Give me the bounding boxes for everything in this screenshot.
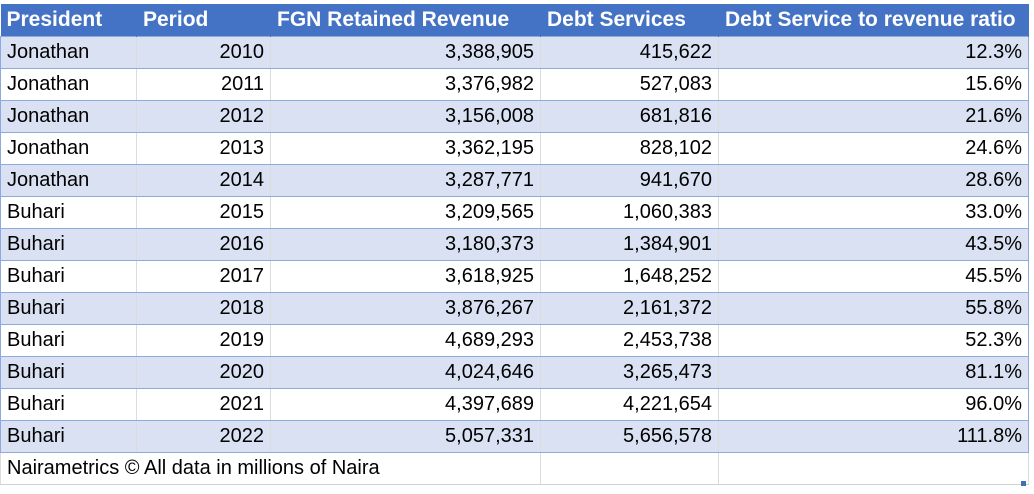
cell-revenue[interactable]: 3,376,982 <box>270 68 541 101</box>
table-row: Buhari 2018 3,876,267 2,161,372 55.8% <box>0 292 1029 325</box>
cell-revenue[interactable]: 3,618,925 <box>270 260 541 293</box>
cell-ratio[interactable]: 96.0% <box>718 388 1029 421</box>
cell-president[interactable]: Jonathan <box>0 132 137 165</box>
header-fgn-retained-revenue[interactable]: FGN Retained Revenue <box>270 4 541 37</box>
cell-president[interactable]: Buhari <box>0 260 137 293</box>
cell-debt-services[interactable]: 1,648,252 <box>540 260 719 293</box>
table-row: Buhari 2015 3,209,565 1,060,383 33.0% <box>0 196 1029 229</box>
cell-ratio[interactable]: 21.6% <box>718 100 1029 133</box>
cell-president[interactable]: Buhari <box>0 356 137 389</box>
table-row: Jonathan 2014 3,287,771 941,670 28.6% <box>0 164 1029 197</box>
cell-ratio[interactable]: 12.3% <box>718 36 1029 69</box>
header-debt-services[interactable]: Debt Services <box>540 4 719 37</box>
footer-row: Nairametrics © All data in millions of N… <box>0 452 1029 485</box>
header-row: President Period FGN Retained Revenue De… <box>0 4 1029 37</box>
cell-president[interactable]: Buhari <box>0 420 137 453</box>
cell-debt-services[interactable]: 828,102 <box>540 132 719 165</box>
table-row: Buhari 2022 5,057,331 5,656,578 111.8% <box>0 420 1029 453</box>
cell-president[interactable]: Buhari <box>0 196 137 229</box>
cell-revenue[interactable]: 3,876,267 <box>270 292 541 325</box>
table-row: Jonathan 2011 3,376,982 527,083 15.6% <box>0 68 1029 101</box>
cell-debt-services[interactable]: 941,670 <box>540 164 719 197</box>
cell-president[interactable]: Buhari <box>0 292 137 325</box>
empty-cell[interactable] <box>718 452 1029 485</box>
cell-debt-services[interactable]: 2,161,372 <box>540 292 719 325</box>
table-row: Buhari 2017 3,618,925 1,648,252 45.5% <box>0 260 1029 293</box>
cell-debt-services[interactable]: 415,622 <box>540 36 719 69</box>
cell-ratio[interactable]: 45.5% <box>718 260 1029 293</box>
cell-president[interactable]: Jonathan <box>0 100 137 133</box>
cell-president[interactable]: Buhari <box>0 228 137 261</box>
header-debt-service-ratio[interactable]: Debt Service to revenue ratio <box>718 4 1029 37</box>
cell-debt-services[interactable]: 2,453,738 <box>540 324 719 357</box>
header-period[interactable]: Period <box>136 4 271 37</box>
cell-period[interactable]: 2019 <box>136 324 271 357</box>
cell-president[interactable]: Buhari <box>0 324 137 357</box>
cell-period[interactable]: 2013 <box>136 132 271 165</box>
cell-period[interactable]: 2012 <box>136 100 271 133</box>
table-row: Jonathan 2013 3,362,195 828,102 24.6% <box>0 132 1029 165</box>
cell-ratio[interactable]: 28.6% <box>718 164 1029 197</box>
cell-debt-services[interactable]: 4,221,654 <box>540 388 719 421</box>
header-president[interactable]: President <box>0 4 137 37</box>
cell-revenue[interactable]: 5,057,331 <box>270 420 541 453</box>
cell-period[interactable]: 2011 <box>136 68 271 101</box>
cell-revenue[interactable]: 4,024,646 <box>270 356 541 389</box>
cell-debt-services[interactable]: 1,060,383 <box>540 196 719 229</box>
table-row: Buhari 2021 4,397,689 4,221,654 96.0% <box>0 388 1029 421</box>
cell-debt-services[interactable]: 527,083 <box>540 68 719 101</box>
cell-ratio[interactable]: 15.6% <box>718 68 1029 101</box>
cell-period[interactable]: 2015 <box>136 196 271 229</box>
cell-ratio[interactable]: 24.6% <box>718 132 1029 165</box>
debt-service-table: President Period FGN Retained Revenue De… <box>0 4 1029 485</box>
cell-revenue[interactable]: 3,156,008 <box>270 100 541 133</box>
cell-president[interactable]: Jonathan <box>0 164 137 197</box>
empty-cell[interactable] <box>540 452 719 485</box>
cell-revenue[interactable]: 3,209,565 <box>270 196 541 229</box>
resize-handle[interactable] <box>1021 481 1026 486</box>
cell-debt-services[interactable]: 1,384,901 <box>540 228 719 261</box>
cell-revenue[interactable]: 3,287,771 <box>270 164 541 197</box>
cell-ratio[interactable]: 33.0% <box>718 196 1029 229</box>
table-row: Buhari 2020 4,024,646 3,265,473 81.1% <box>0 356 1029 389</box>
table-row: Jonathan 2012 3,156,008 681,816 21.6% <box>0 100 1029 133</box>
cell-period[interactable]: 2018 <box>136 292 271 325</box>
cell-period[interactable]: 2020 <box>136 356 271 389</box>
cell-president[interactable]: Jonathan <box>0 36 137 69</box>
cell-ratio[interactable]: 111.8% <box>718 420 1029 453</box>
table-row: Jonathan 2010 3,388,905 415,622 12.3% <box>0 36 1029 69</box>
cell-period[interactable]: 2021 <box>136 388 271 421</box>
cell-revenue[interactable]: 3,362,195 <box>270 132 541 165</box>
cell-revenue[interactable]: 3,388,905 <box>270 36 541 69</box>
cell-period[interactable]: 2017 <box>136 260 271 293</box>
cell-period[interactable]: 2022 <box>136 420 271 453</box>
cell-debt-services[interactable]: 3,265,473 <box>540 356 719 389</box>
cell-period[interactable]: 2010 <box>136 36 271 69</box>
cell-president[interactable]: Jonathan <box>0 68 137 101</box>
cell-revenue[interactable]: 4,397,689 <box>270 388 541 421</box>
table-row: Buhari 2019 4,689,293 2,453,738 52.3% <box>0 324 1029 357</box>
cell-ratio[interactable]: 43.5% <box>718 228 1029 261</box>
cell-revenue[interactable]: 3,180,373 <box>270 228 541 261</box>
cell-debt-services[interactable]: 681,816 <box>540 100 719 133</box>
cell-ratio[interactable]: 81.1% <box>718 356 1029 389</box>
cell-revenue[interactable]: 4,689,293 <box>270 324 541 357</box>
table-row: Buhari 2016 3,180,373 1,384,901 43.5% <box>0 228 1029 261</box>
cell-debt-services[interactable]: 5,656,578 <box>540 420 719 453</box>
cell-ratio[interactable]: 52.3% <box>718 324 1029 357</box>
cell-period[interactable]: 2014 <box>136 164 271 197</box>
source-note[interactable]: Nairametrics © All data in millions of N… <box>0 452 541 485</box>
cell-period[interactable]: 2016 <box>136 228 271 261</box>
cell-ratio[interactable]: 55.8% <box>718 292 1029 325</box>
cell-president[interactable]: Buhari <box>0 388 137 421</box>
